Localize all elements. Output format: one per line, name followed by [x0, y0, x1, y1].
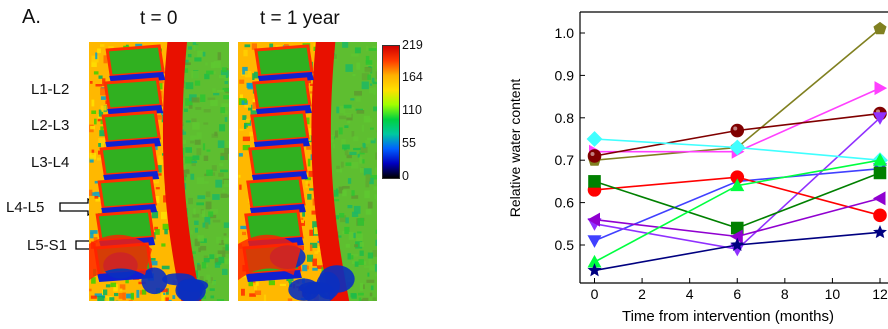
series-6 — [587, 170, 887, 223]
data-point-marker — [873, 208, 887, 223]
x-tick-label: 2 — [638, 286, 646, 302]
colorbar-tick-55: 55 — [402, 136, 416, 150]
marker-highlight — [590, 151, 595, 156]
y-tick-label: 0.8 — [555, 110, 575, 126]
data-point-marker — [730, 237, 745, 251]
x-tick-label: 4 — [686, 286, 694, 302]
level-label-l3-l4: L3-L4 — [31, 154, 70, 171]
data-point-marker — [587, 263, 602, 277]
data-point-marker — [588, 175, 601, 188]
data-point-marker — [872, 153, 888, 166]
data-point-marker — [872, 112, 888, 125]
data-point-marker — [874, 81, 888, 96]
data-point-marker — [730, 123, 745, 138]
x-tick-label: 12 — [872, 286, 888, 302]
data-point-marker — [730, 178, 745, 192]
data-point-marker — [873, 166, 887, 180]
title-t0: t = 0 — [140, 8, 178, 29]
level-label-l5-s1: L5-S1 — [27, 237, 68, 254]
marker-highlight — [733, 126, 738, 131]
x-tick-label: 6 — [733, 286, 741, 302]
series-8 — [587, 191, 886, 244]
y-tick-label: 0.5 — [555, 237, 575, 253]
level-label-l4-l5: L4-L5 — [6, 199, 45, 216]
level-label-l2-l3: L2-L3 — [31, 117, 70, 134]
colorbar-tick-110: 110 — [402, 103, 422, 117]
data-point-marker — [873, 225, 887, 239]
data-point-marker — [587, 235, 602, 248]
data-point-marker — [873, 21, 887, 35]
mri-image-t0 — [89, 42, 229, 301]
mri-image-t1 — [238, 42, 377, 301]
series-7 — [588, 166, 887, 235]
level-label-l1-l2: L1-L2 — [31, 81, 70, 98]
data-point-marker — [587, 212, 601, 227]
data-point-marker — [872, 191, 886, 206]
y-tick-label: 0.9 — [555, 67, 575, 83]
colorbar-tick-164: 164 — [402, 70, 423, 84]
x-tick-label: 10 — [825, 286, 841, 302]
title-t1: t = 1 year — [260, 8, 340, 29]
data-point-marker — [586, 131, 603, 147]
y-tick-label: 0.6 — [555, 195, 575, 211]
y-axis-label: Relative water content — [507, 79, 523, 218]
y-tick-label: 0.7 — [555, 152, 575, 168]
x-tick-label: 8 — [781, 286, 789, 302]
y-tick-label: 1.0 — [555, 25, 575, 41]
colorbar-tick-0: 0 — [402, 169, 409, 183]
x-axis-label: Time from intervention (months) — [622, 308, 834, 325]
data-point-marker — [729, 139, 746, 156]
x-tick-label: 0 — [591, 286, 599, 302]
data-point-marker — [587, 149, 602, 163]
series-9 — [587, 153, 888, 268]
colorbar — [382, 45, 400, 179]
series-10 — [587, 225, 887, 277]
colorbar-tick-219: 219 — [402, 38, 423, 52]
panel-letter: A. — [22, 6, 41, 28]
